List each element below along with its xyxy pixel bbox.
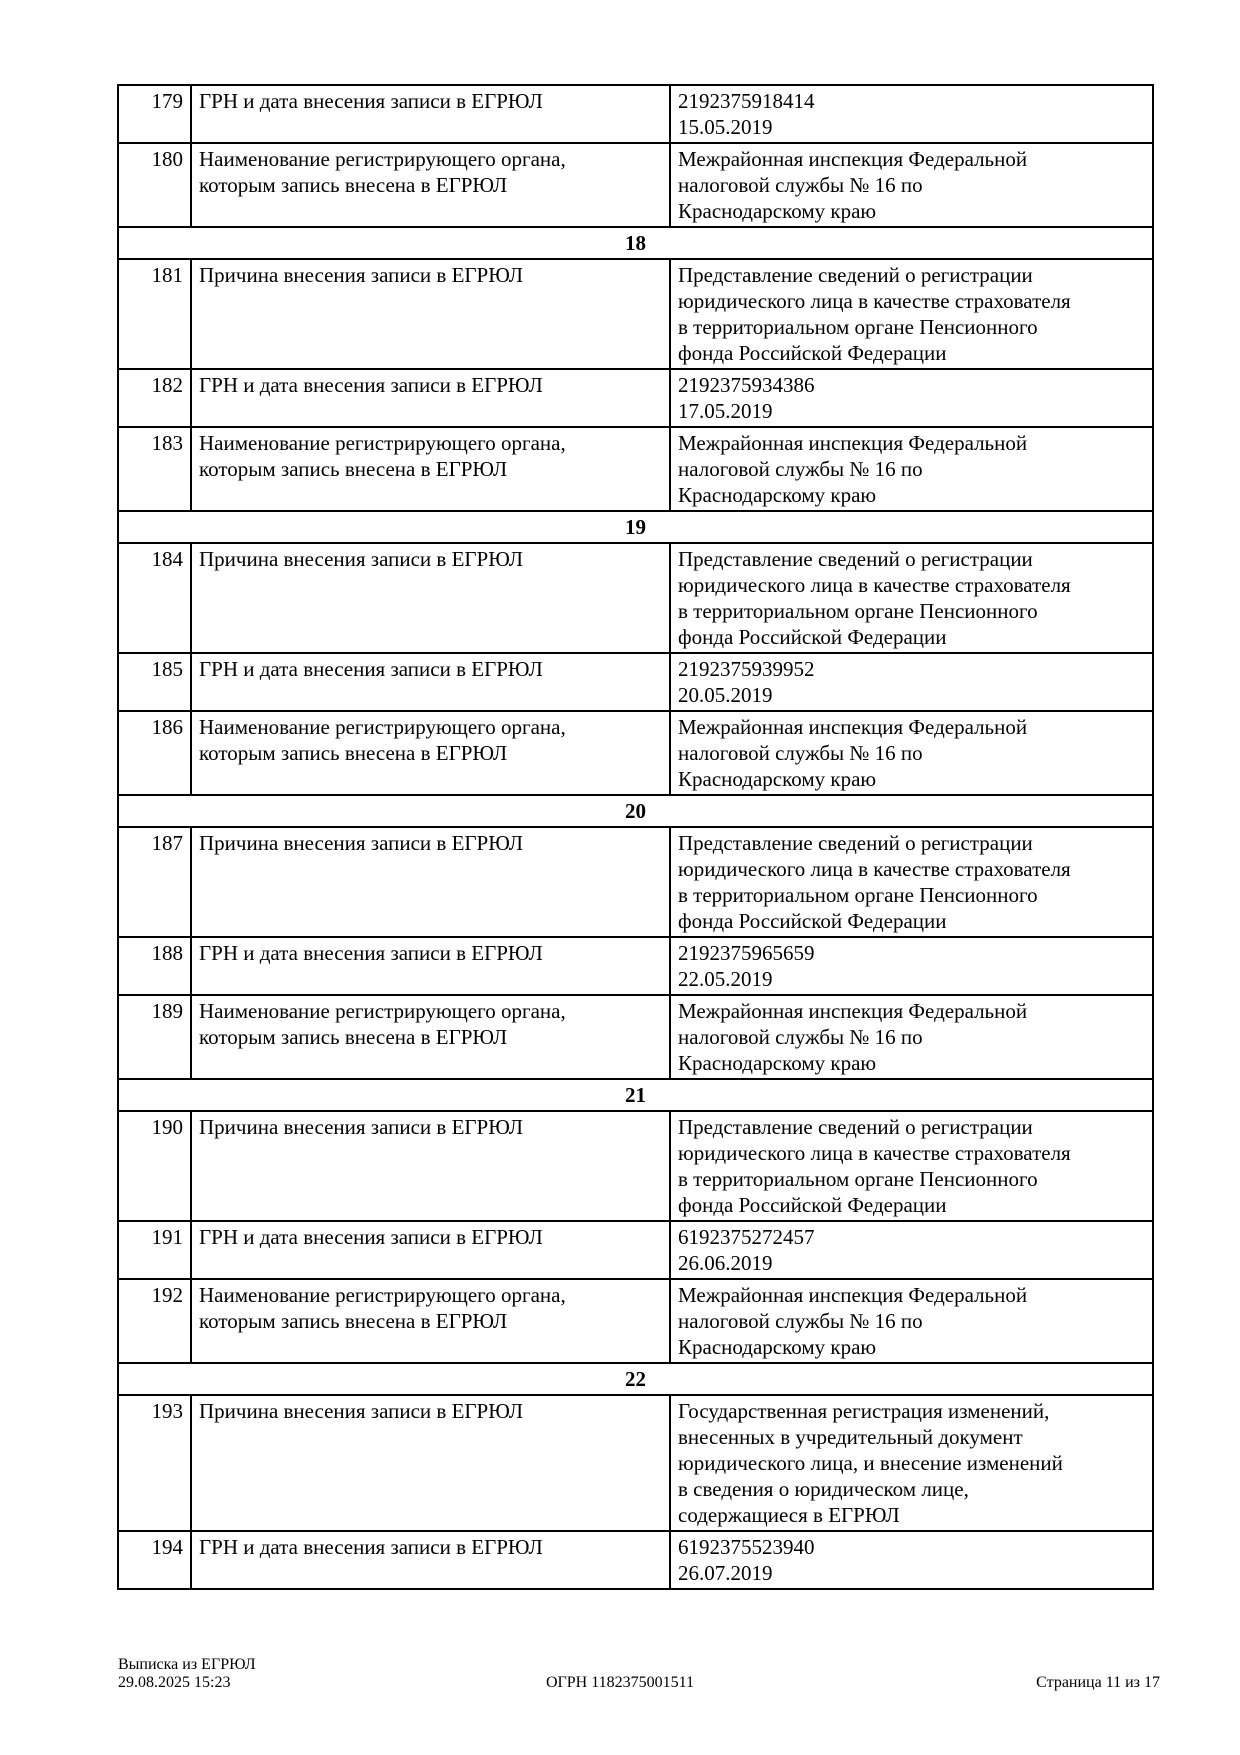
- row-number: 190: [117, 1110, 192, 1222]
- section-header-row: 22: [117, 1362, 1154, 1396]
- field-label: Наименование регистрирующего органа, кот…: [190, 426, 671, 512]
- field-value: 2192375939952 20.05.2019: [669, 652, 1154, 712]
- field-value: Межрайонная инспекция Федеральной налого…: [669, 994, 1154, 1080]
- field-label: Причина внесения записи в ЕГРЮЛ: [190, 1110, 671, 1222]
- field-label: ГРН и дата внесения записи в ЕГРЮЛ: [190, 1530, 671, 1590]
- footer-datetime: 29.08.2025 15:23: [118, 1674, 231, 1691]
- field-label: Наименование регистрирующего органа, кот…: [190, 994, 671, 1080]
- field-label: Причина внесения записи в ЕГРЮЛ: [190, 826, 671, 938]
- table-row: 193 Причина внесения записи в ЕГРЮЛ Госу…: [117, 1394, 1154, 1532]
- section-number: 22: [117, 1362, 1154, 1396]
- field-value: Межрайонная инспекция Федеральной налого…: [669, 1278, 1154, 1364]
- section-number: 19: [117, 510, 1154, 544]
- table-row: 181 Причина внесения записи в ЕГРЮЛ Пред…: [117, 258, 1154, 370]
- row-number: 179: [117, 84, 192, 144]
- field-label: Причина внесения записи в ЕГРЮЛ: [190, 1394, 671, 1532]
- row-number: 193: [117, 1394, 192, 1532]
- table-row: 189 Наименование регистрирующего органа,…: [117, 994, 1154, 1080]
- table-row: 188 ГРН и дата внесения записи в ЕГРЮЛ 2…: [117, 936, 1154, 996]
- field-value: Представление сведений о регистрации юри…: [669, 826, 1154, 938]
- footer-ogrn: ОГРН 1182375001511: [545, 1674, 695, 1691]
- field-value: 2192375965659 22.05.2019: [669, 936, 1154, 996]
- field-value: Представление сведений о регистрации юри…: [669, 258, 1154, 370]
- field-value: 6192375272457 26.06.2019: [669, 1220, 1154, 1280]
- table-row: 187 Причина внесения записи в ЕГРЮЛ Пред…: [117, 826, 1154, 938]
- table-row: 192 Наименование регистрирующего органа,…: [117, 1278, 1154, 1364]
- field-value: Представление сведений о регистрации юри…: [669, 1110, 1154, 1222]
- table-row: 185 ГРН и дата внесения записи в ЕГРЮЛ 2…: [117, 652, 1154, 712]
- field-label: ГРН и дата внесения записи в ЕГРЮЛ: [190, 936, 671, 996]
- section-header-row: 20: [117, 794, 1154, 828]
- row-number: 185: [117, 652, 192, 712]
- section-number: 18: [117, 226, 1154, 260]
- section-number: 21: [117, 1078, 1154, 1112]
- row-number: 188: [117, 936, 192, 996]
- footer-doc-type: Выписка из ЕГРЮЛ: [118, 1656, 256, 1673]
- field-value: Межрайонная инспекция Федеральной налого…: [669, 142, 1154, 228]
- table-row: 190 Причина внесения записи в ЕГРЮЛ Пред…: [117, 1110, 1154, 1222]
- field-value: Представление сведений о регистрации юри…: [669, 542, 1154, 654]
- field-value: Государственная регистрация изменений, в…: [669, 1394, 1154, 1532]
- row-number: 194: [117, 1530, 192, 1590]
- field-label: ГРН и дата внесения записи в ЕГРЮЛ: [190, 84, 671, 144]
- field-value: 6192375523940 26.07.2019: [669, 1530, 1154, 1590]
- table-row: 182 ГРН и дата внесения записи в ЕГРЮЛ 2…: [117, 368, 1154, 428]
- table-row: 194 ГРН и дата внесения записи в ЕГРЮЛ 6…: [117, 1530, 1154, 1590]
- field-value: Межрайонная инспекция Федеральной налого…: [669, 710, 1154, 796]
- field-value: 2192375918414 15.05.2019: [669, 84, 1154, 144]
- row-number: 180: [117, 142, 192, 228]
- row-number: 183: [117, 426, 192, 512]
- table-row: 186 Наименование регистрирующего органа,…: [117, 710, 1154, 796]
- table-row: 179 ГРН и дата внесения записи в ЕГРЮЛ 2…: [117, 84, 1154, 144]
- row-number: 191: [117, 1220, 192, 1280]
- table-row: 183 Наименование регистрирующего органа,…: [117, 426, 1154, 512]
- table-row: 191 ГРН и дата внесения записи в ЕГРЮЛ 6…: [117, 1220, 1154, 1280]
- table-row: 184 Причина внесения записи в ЕГРЮЛ Пред…: [117, 542, 1154, 654]
- footer-page-number: Страница 11 из 17: [1036, 1674, 1160, 1691]
- row-number: 181: [117, 258, 192, 370]
- field-label: ГРН и дата внесения записи в ЕГРЮЛ: [190, 368, 671, 428]
- row-number: 192: [117, 1278, 192, 1364]
- field-label: Наименование регистрирующего органа, кот…: [190, 710, 671, 796]
- section-header-row: 19: [117, 510, 1154, 544]
- section-header-row: 21: [117, 1078, 1154, 1112]
- row-number: 186: [117, 710, 192, 796]
- row-number: 184: [117, 542, 192, 654]
- row-number: 189: [117, 994, 192, 1080]
- field-label: Причина внесения записи в ЕГРЮЛ: [190, 542, 671, 654]
- field-value: 2192375934386 17.05.2019: [669, 368, 1154, 428]
- section-header-row: 18: [117, 226, 1154, 260]
- row-number: 182: [117, 368, 192, 428]
- field-value: Межрайонная инспекция Федеральной налого…: [669, 426, 1154, 512]
- field-label: ГРН и дата внесения записи в ЕГРЮЛ: [190, 652, 671, 712]
- field-label: Причина внесения записи в ЕГРЮЛ: [190, 258, 671, 370]
- table-row: 180 Наименование регистрирующего органа,…: [117, 142, 1154, 228]
- section-number: 20: [117, 794, 1154, 828]
- egrul-records-table: 179 ГРН и дата внесения записи в ЕГРЮЛ 2…: [117, 84, 1154, 1590]
- field-label: ГРН и дата внесения записи в ЕГРЮЛ: [190, 1220, 671, 1280]
- row-number: 187: [117, 826, 192, 938]
- field-label: Наименование регистрирующего органа, кот…: [190, 142, 671, 228]
- field-label: Наименование регистрирующего органа, кот…: [190, 1278, 671, 1364]
